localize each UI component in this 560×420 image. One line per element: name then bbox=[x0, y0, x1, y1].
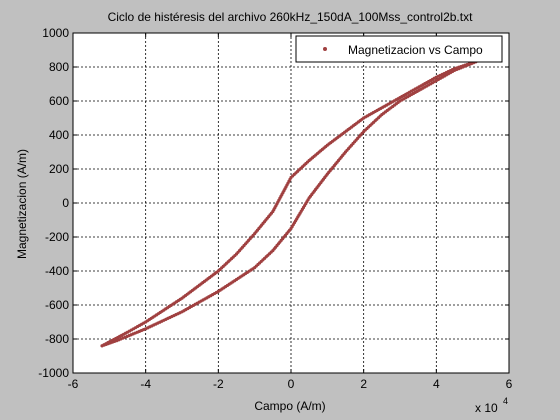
y-tick-label: 200 bbox=[49, 162, 69, 176]
y-tick-label: -200 bbox=[45, 230, 69, 244]
x-multiplier-label: x 10 bbox=[475, 401, 498, 415]
y-tick-label: 0 bbox=[62, 196, 69, 210]
x-tick-label: -6 bbox=[68, 377, 79, 391]
y-tick-label: 800 bbox=[49, 60, 69, 74]
x-tick-label: -2 bbox=[213, 377, 224, 391]
x-tick-label: -4 bbox=[140, 377, 151, 391]
x-multiplier-exponent: 4 bbox=[503, 396, 508, 406]
y-axis-label: Magnetizacion (A/m) bbox=[15, 149, 29, 259]
y-tick-label: -400 bbox=[45, 264, 69, 278]
legend: Magnetizacion vs Campo bbox=[295, 35, 503, 63]
x-tick-label: 4 bbox=[433, 377, 440, 391]
data-points bbox=[100, 58, 482, 348]
y-tick-label: -1000 bbox=[38, 366, 69, 380]
y-tick-label: -800 bbox=[45, 332, 69, 346]
y-tick-label: 600 bbox=[49, 94, 69, 108]
y-tick-label: 400 bbox=[49, 128, 69, 142]
axis-ticks: -6 -4 -2 0 2 4 6 -1000 -800 -600 -400 -200 0 200 400 60… bbox=[38, 26, 512, 391]
data-point bbox=[100, 344, 104, 348]
legend-label: Magnetizacion vs Campo bbox=[348, 43, 483, 57]
grid-lines bbox=[73, 33, 509, 373]
x-tick-label: 6 bbox=[506, 377, 513, 391]
y-tick-label: 1000 bbox=[42, 26, 69, 40]
chart-title: Ciclo de histéresis del archivo 260kHz_1… bbox=[108, 10, 474, 24]
legend-marker bbox=[323, 47, 327, 51]
legend-box bbox=[295, 35, 503, 63]
x-axis-label: Campo (A/m) bbox=[254, 399, 325, 413]
y-tick-label: -600 bbox=[45, 298, 69, 312]
x-tick-label: 0 bbox=[288, 377, 295, 391]
x-tick-label: 2 bbox=[360, 377, 367, 391]
